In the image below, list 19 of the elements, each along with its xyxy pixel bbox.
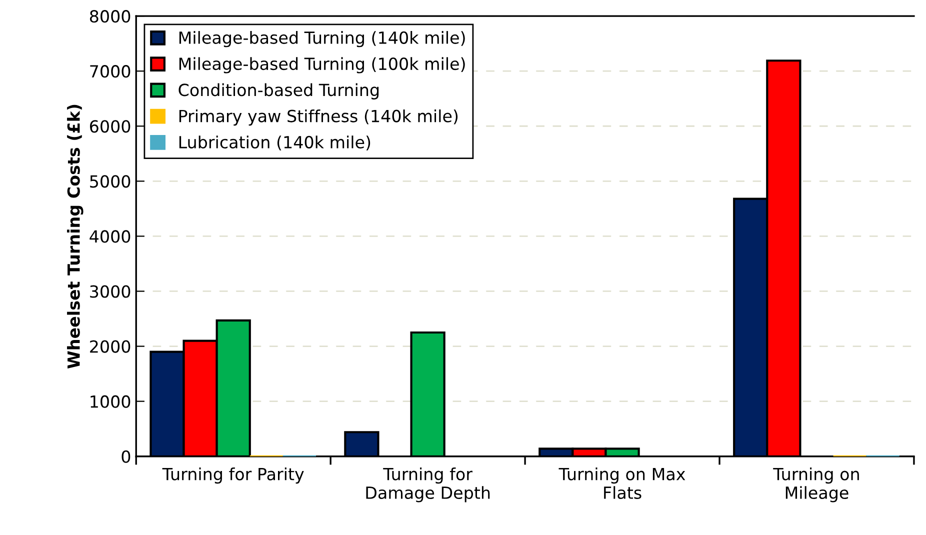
x-tick-label: Turning on Mileage [773,467,859,502]
legend-label: Mileage-based Turning (140k mile) [179,31,465,48]
y-tick-label: 1000 [90,395,130,408]
x-tick-label: Turning for Parity [162,467,304,484]
y-tick-label: 8000 [90,10,130,23]
y-tick-label: 0 [122,450,130,463]
legend-label: Primary yaw Stiffness (140k mile) [179,109,458,126]
y-axis-title: Wheelset Turning Costs (£k) [67,104,84,368]
legend-label: Condition-based Turning [178,83,379,100]
x-tick-label: Turning for Damage Depth [366,467,490,502]
legend-label: Lubrication (140k mile) [179,136,370,150]
y-tick-label: 6000 [90,120,130,133]
y-tick-label: 3000 [90,285,130,298]
y-tick-label: 7000 [90,65,130,78]
x-tick-label: Turning on Max Flats [558,467,686,500]
y-tick-label: 5000 [90,175,130,188]
legend-label: Mileage-based Turning (100k mile) [179,57,465,74]
y-tick-label: 4000 [90,230,130,243]
y-tick-label: 2000 [90,340,130,353]
